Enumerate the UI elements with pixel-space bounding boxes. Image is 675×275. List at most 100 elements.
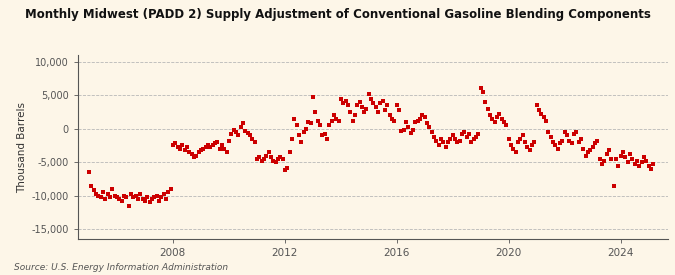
Point xyxy=(517,133,528,138)
Point xyxy=(520,140,531,144)
Point xyxy=(254,155,265,159)
Point xyxy=(587,145,598,150)
Point xyxy=(121,195,132,199)
Point xyxy=(328,113,339,117)
Point xyxy=(522,145,533,150)
Point xyxy=(163,190,173,194)
Point xyxy=(468,137,479,141)
Point xyxy=(202,143,213,148)
Point xyxy=(480,100,491,104)
Point xyxy=(310,110,321,114)
Point xyxy=(179,148,190,152)
Point xyxy=(361,106,372,111)
Point xyxy=(286,137,297,141)
Point xyxy=(470,134,481,139)
Point xyxy=(267,159,278,163)
Point xyxy=(126,192,136,197)
Point xyxy=(217,143,227,148)
Point xyxy=(251,157,262,161)
Point xyxy=(371,105,381,109)
Text: Source: U.S. Energy Information Administration: Source: U.S. Energy Information Administ… xyxy=(14,263,227,272)
Point xyxy=(510,150,521,154)
Point xyxy=(645,167,656,171)
Point xyxy=(300,126,311,131)
Point xyxy=(543,130,554,134)
Point xyxy=(622,160,633,164)
Point xyxy=(97,190,108,194)
Point xyxy=(373,110,383,114)
Point xyxy=(389,119,400,123)
Point xyxy=(340,98,351,103)
Point xyxy=(616,153,626,158)
Point xyxy=(456,132,467,136)
Point xyxy=(464,132,475,136)
Point xyxy=(244,133,255,138)
Point xyxy=(335,96,346,101)
Point xyxy=(354,100,365,104)
Point xyxy=(438,140,449,144)
Point xyxy=(366,96,377,101)
Point xyxy=(398,128,409,132)
Point xyxy=(128,195,138,199)
Point xyxy=(107,187,117,191)
Point xyxy=(95,195,106,199)
Point xyxy=(487,116,498,121)
Point xyxy=(321,137,332,141)
Point xyxy=(620,155,631,159)
Point xyxy=(242,131,253,135)
Point xyxy=(613,163,624,168)
Point xyxy=(212,140,223,144)
Point xyxy=(541,119,551,123)
Point xyxy=(538,114,549,119)
Point xyxy=(473,132,484,136)
Point xyxy=(560,130,570,134)
Point xyxy=(302,120,313,124)
Point xyxy=(637,160,647,164)
Point xyxy=(618,150,628,154)
Point xyxy=(494,112,505,116)
Point xyxy=(576,137,587,141)
Point xyxy=(377,98,388,103)
Point xyxy=(533,108,544,112)
Point xyxy=(144,200,155,205)
Point xyxy=(603,148,614,152)
Point xyxy=(342,103,353,108)
Point xyxy=(368,101,379,105)
Point xyxy=(130,194,141,198)
Point xyxy=(580,153,591,158)
Point xyxy=(118,194,129,198)
Point xyxy=(338,101,348,105)
Point xyxy=(608,183,619,188)
Point xyxy=(238,121,248,126)
Point xyxy=(610,157,621,161)
Point xyxy=(137,197,148,201)
Point xyxy=(566,141,577,146)
Point xyxy=(358,110,369,114)
Point xyxy=(352,103,362,108)
Point xyxy=(485,113,495,117)
Point xyxy=(573,140,584,144)
Point xyxy=(435,137,446,141)
Point xyxy=(305,121,316,126)
Point xyxy=(319,132,330,136)
Point xyxy=(296,140,306,144)
Point xyxy=(429,134,439,139)
Point xyxy=(289,116,300,121)
Point xyxy=(475,86,486,91)
Point xyxy=(526,143,537,148)
Point xyxy=(317,133,327,138)
Point xyxy=(417,113,428,117)
Point xyxy=(424,125,435,130)
Point xyxy=(205,145,215,150)
Point xyxy=(356,105,367,109)
Point xyxy=(489,120,500,124)
Point xyxy=(396,128,407,133)
Point xyxy=(312,119,323,123)
Point xyxy=(182,145,192,150)
Point xyxy=(601,152,612,156)
Point xyxy=(632,159,643,163)
Point xyxy=(186,152,197,156)
Point xyxy=(174,147,185,151)
Point xyxy=(100,197,111,201)
Point xyxy=(536,112,547,116)
